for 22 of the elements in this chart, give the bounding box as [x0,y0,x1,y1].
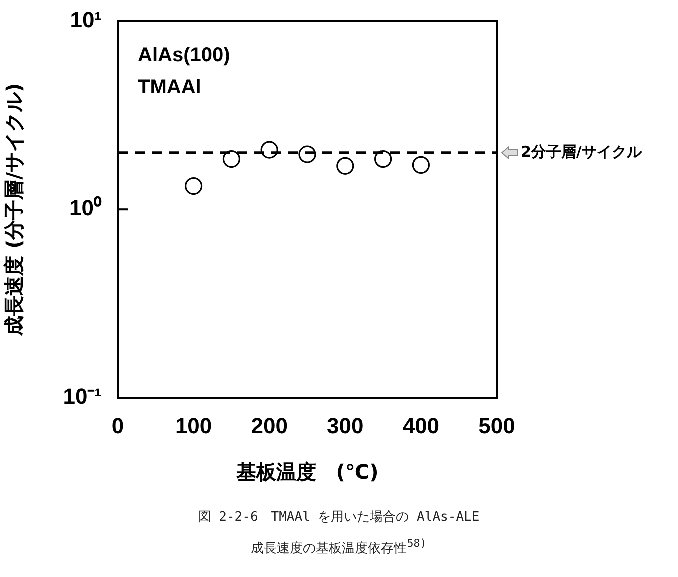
x-tick-label: 300 [327,413,364,438]
x-tick-label: 200 [251,413,288,438]
y-tick-label: 10¹ [70,7,102,32]
point [336,157,354,175]
x-tick-label: 0 [112,413,124,438]
annotation: TMAAl [138,76,202,99]
ref-line-label: 2分子層/サイクル [521,142,643,161]
point [222,150,240,168]
point [412,156,430,174]
point [374,150,392,168]
x-tick-label: 400 [402,413,440,438]
x-tick-label: 100 [175,413,212,438]
point [260,141,278,159]
x-axis-title: 基板温度 (℃) [235,460,379,484]
y-axis-title: 成長速度 (分子層/サイクル) [2,83,26,337]
text: 成長速度の基板温度依存性$^{58)}$ [250,536,428,558]
point [185,177,203,196]
caption: 図 2-2-6 TMAAl を用いた場合の AlAs-ALE [197,509,481,527]
annotation: AlAs(100) [138,44,230,67]
x-tick-label: 500 [478,413,516,438]
y-tick-label: 10⁰ [70,196,102,221]
y-tick-label: 10⁻¹ [63,384,102,410]
